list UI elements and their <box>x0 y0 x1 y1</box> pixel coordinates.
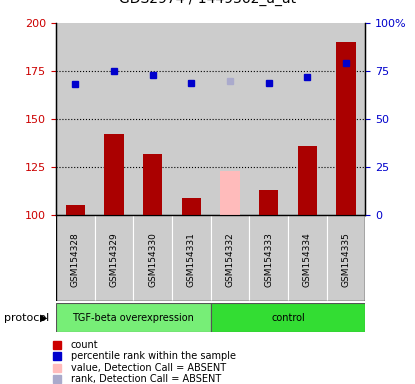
Text: rank, Detection Call = ABSENT: rank, Detection Call = ABSENT <box>71 374 221 384</box>
Bar <box>182 198 201 215</box>
Bar <box>327 23 365 215</box>
Text: GSM154334: GSM154334 <box>303 233 312 287</box>
Bar <box>172 23 210 215</box>
Text: control: control <box>271 313 305 323</box>
Bar <box>249 23 288 215</box>
Bar <box>249 215 288 301</box>
Bar <box>56 23 95 215</box>
Bar <box>210 215 249 301</box>
Bar <box>66 205 85 215</box>
Bar <box>95 23 133 215</box>
Text: value, Detection Call = ABSENT: value, Detection Call = ABSENT <box>71 362 226 373</box>
Text: GSM154329: GSM154329 <box>110 233 119 287</box>
Bar <box>288 215 327 301</box>
Text: GSM154332: GSM154332 <box>225 233 234 287</box>
Text: GDS2974 / 1449362_a_at: GDS2974 / 1449362_a_at <box>119 0 296 6</box>
Bar <box>220 171 239 215</box>
Bar <box>288 23 327 215</box>
Text: GSM154335: GSM154335 <box>342 233 350 287</box>
Bar <box>298 146 317 215</box>
Text: GSM154330: GSM154330 <box>148 233 157 287</box>
Text: ▶: ▶ <box>40 313 47 323</box>
Text: count: count <box>71 339 98 350</box>
Bar <box>172 215 210 301</box>
Text: GSM154333: GSM154333 <box>264 233 273 287</box>
Bar <box>56 215 95 301</box>
Bar <box>133 23 172 215</box>
Bar <box>56 303 210 332</box>
Text: TGF-beta overexpression: TGF-beta overexpression <box>72 313 194 323</box>
Text: percentile rank within the sample: percentile rank within the sample <box>71 351 236 361</box>
Bar <box>259 190 278 215</box>
Bar <box>104 134 124 215</box>
Bar <box>210 23 249 215</box>
Text: GSM154331: GSM154331 <box>187 233 196 287</box>
Bar <box>336 42 356 215</box>
Text: protocol: protocol <box>4 313 49 323</box>
Bar <box>143 154 162 215</box>
Text: GSM154328: GSM154328 <box>71 233 80 287</box>
Bar <box>95 215 133 301</box>
Bar <box>327 215 365 301</box>
Bar <box>133 215 172 301</box>
Bar <box>210 303 365 332</box>
